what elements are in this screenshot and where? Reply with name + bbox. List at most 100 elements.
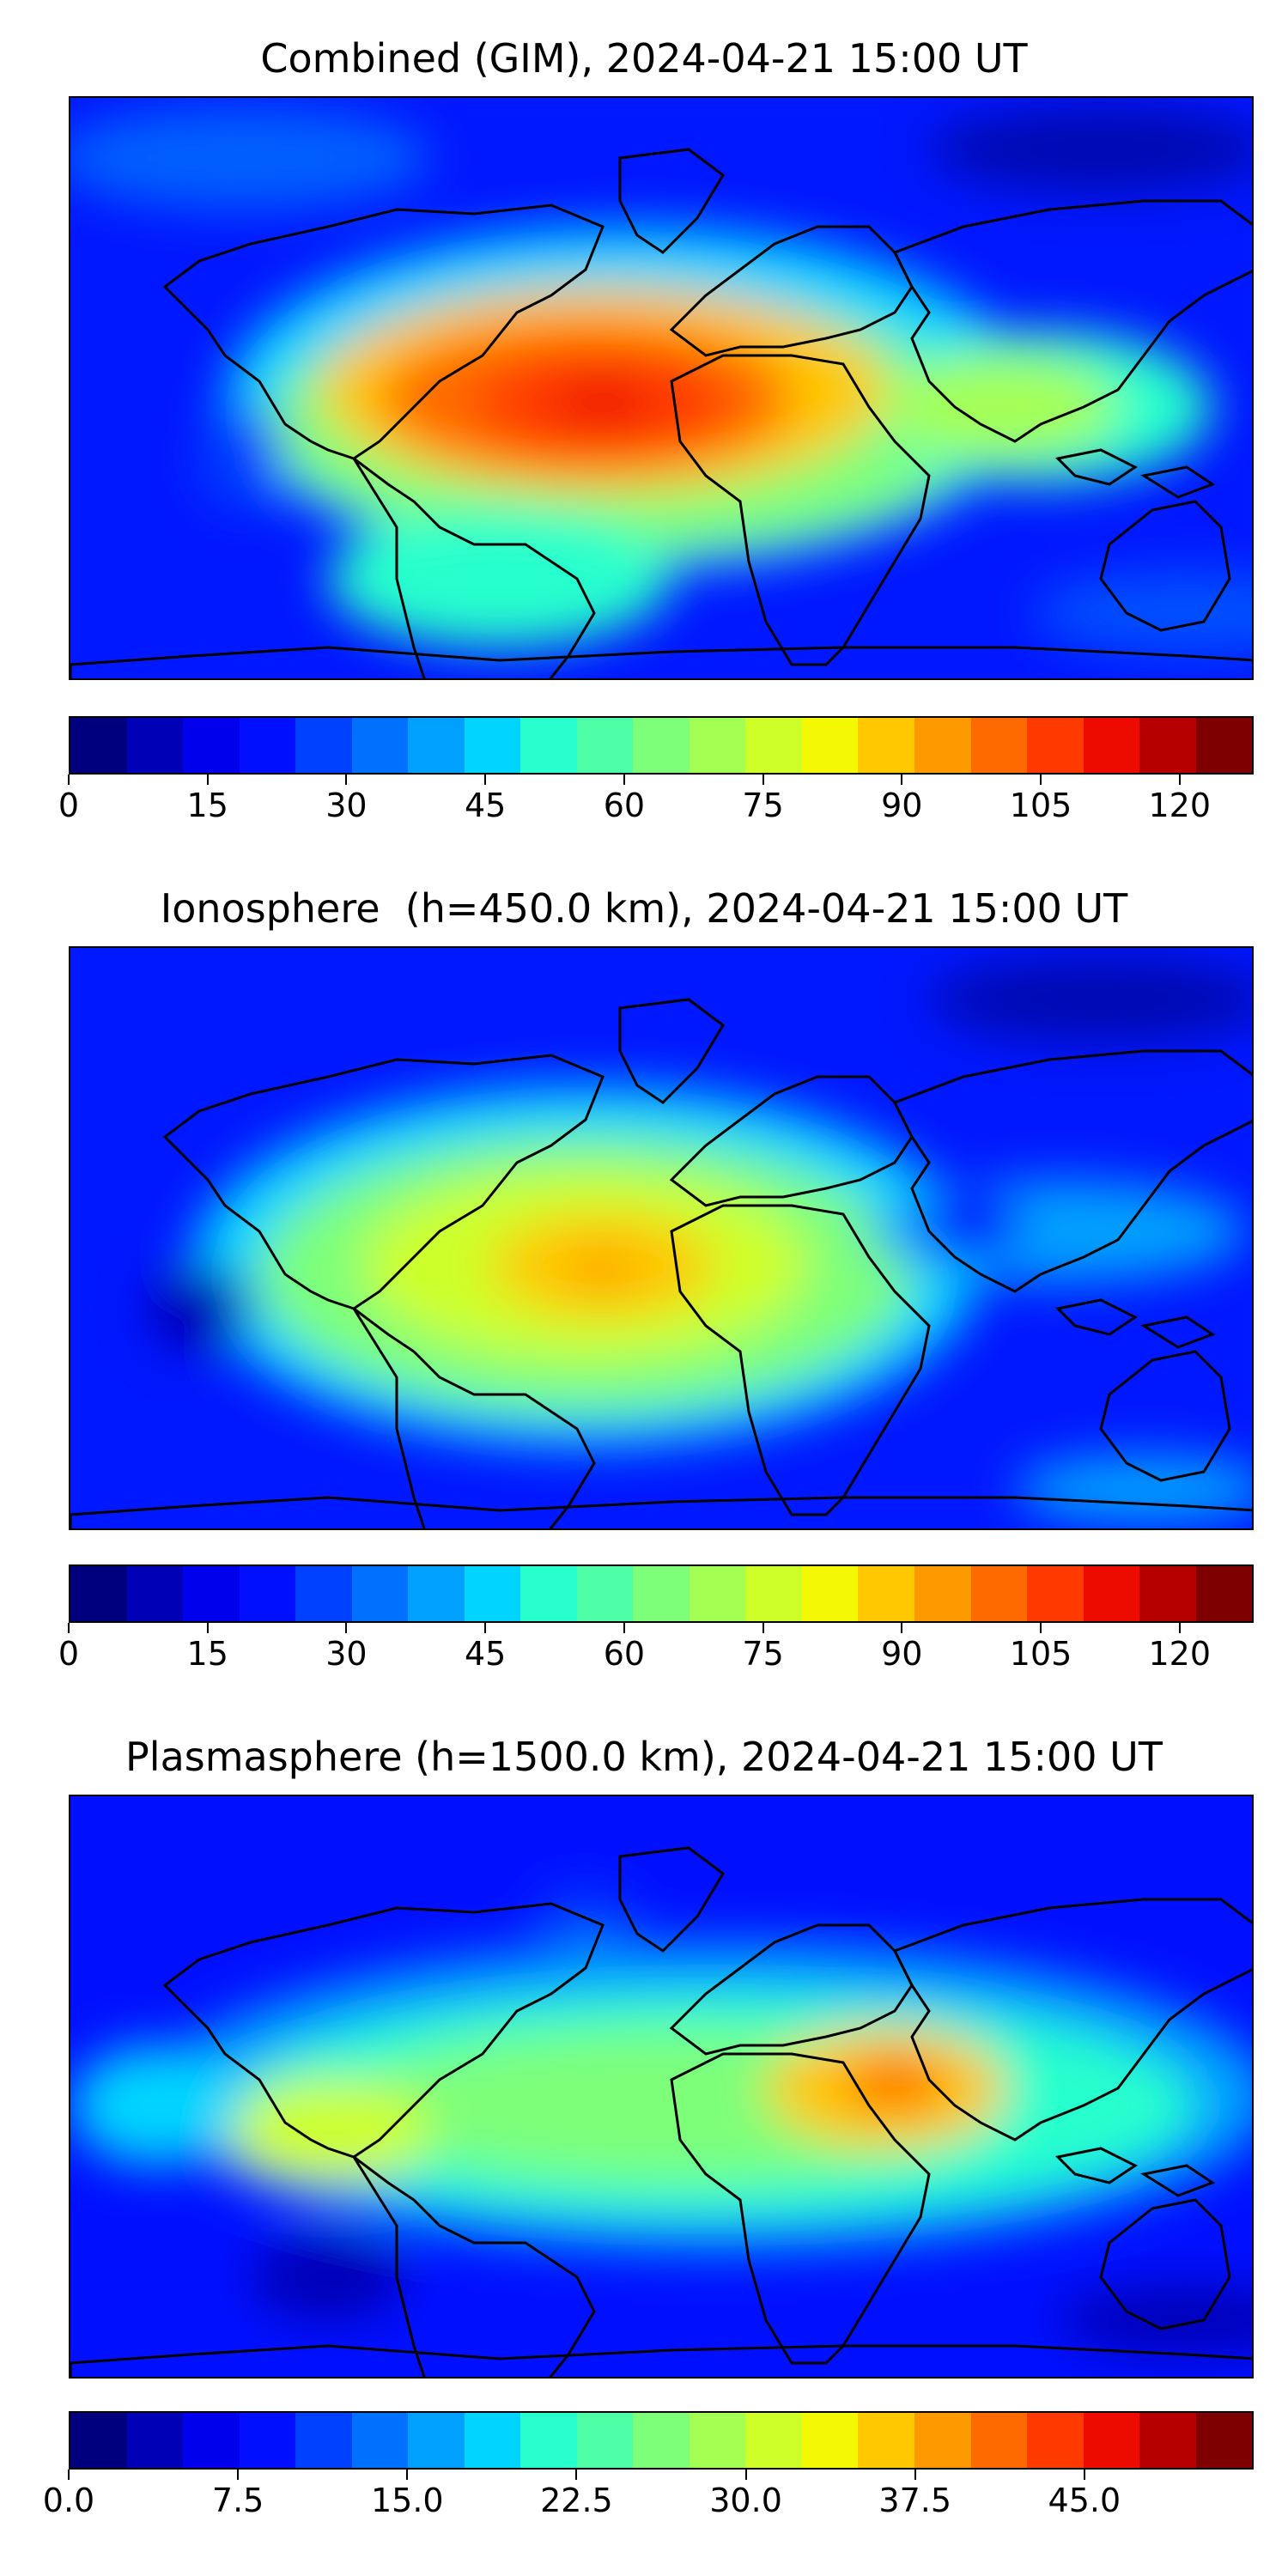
colorbar-segment [408, 718, 465, 773]
colorbar-tick-label: 7.5 [211, 2482, 264, 2519]
colorbar-segment [914, 2413, 971, 2468]
colorbar-segment [801, 718, 859, 773]
colorbar-segment [1083, 1566, 1140, 1621]
colorbar-segment [858, 718, 914, 773]
colorbar-segment [689, 1566, 746, 1621]
colorbar-tick [901, 775, 903, 785]
colorbar-segment [914, 718, 971, 773]
panel-title: Combined (GIM), 2024-04-21 15:00 UT [260, 35, 1028, 82]
colorbar-segment [1195, 2413, 1253, 2468]
colorbar-tick [623, 1623, 625, 1633]
colorbar-segment [633, 718, 690, 773]
colorbar-tick [68, 1623, 70, 1633]
colorbar-segment [1139, 1566, 1196, 1621]
colorbar-tick-label: 120 [1148, 787, 1212, 824]
colorbar-tick [623, 775, 625, 785]
colorbar-tick-label: 15.0 [370, 2482, 444, 2519]
colorbar-tick-label: 45 [464, 787, 507, 824]
colorbar-tick [406, 2470, 409, 2480]
colorbar-tick-label: 75 [742, 1635, 784, 1673]
colorbar-segment [295, 718, 352, 773]
colorbar-ticks: 0 15 30 45 60 75 90 105 120 [58, 1623, 1254, 1674]
colorbar-tick [901, 1623, 903, 1633]
colorbar-tick-label: 30 [325, 1635, 368, 1673]
colorbar-segment [126, 2413, 184, 2468]
tec-map [69, 946, 1254, 1530]
colorbar-segment [520, 2413, 577, 2468]
colorbar-tick-label: 120 [1148, 1635, 1212, 1673]
colorbar-tick-label: 105 [1009, 787, 1072, 824]
colorbar-segment [183, 1566, 240, 1621]
colorbar-segment [970, 2413, 1028, 2468]
colorbar-segment [183, 718, 240, 773]
colorbar-segment [70, 1566, 127, 1621]
colorbar-tick [762, 1623, 764, 1633]
tec-map [69, 96, 1254, 680]
colorbar-tick-label: 45 [464, 1635, 507, 1673]
colorbar-segment [745, 718, 802, 773]
colorbar-tick [1083, 2470, 1085, 2480]
colorbar-segment [745, 1566, 802, 1621]
colorbar-segment [970, 718, 1028, 773]
colorbar-segment [633, 2413, 690, 2468]
colorbar-tick [68, 775, 70, 785]
colorbar-segment [914, 1566, 971, 1621]
colorbar-segment [520, 718, 577, 773]
colorbar-tick-label: 30 [325, 787, 368, 824]
panel-title: Plasmasphere (h=1500.0 km), 2024-04-21 1… [125, 1734, 1163, 1780]
colorbar-segment [295, 2413, 352, 2468]
colorbar-segment [970, 1566, 1028, 1621]
map-contour-plot [70, 98, 1252, 678]
map-contour-plot [70, 948, 1252, 1528]
colorbar-segment [295, 1566, 352, 1621]
colorbar-segment [801, 2413, 859, 2468]
colorbar-segment [576, 718, 634, 773]
colorbar-segment [351, 1566, 409, 1621]
colorbar-segment [576, 2413, 634, 2468]
colorbar-segment [1139, 2413, 1196, 2468]
colorbar-tick [68, 2470, 70, 2480]
colorbar-tick [345, 775, 348, 785]
colorbar-segment [464, 1566, 521, 1621]
colorbar [69, 2411, 1254, 2470]
colorbar-tick-label: 30.0 [709, 2482, 782, 2519]
colorbar-tick [1040, 775, 1042, 785]
colorbar-tick-label: 90 [881, 787, 923, 824]
colorbar-ticks: 0 15 30 45 60 75 90 105 120 [58, 775, 1254, 826]
colorbar-segment [464, 2413, 521, 2468]
colorbar-segment [1139, 718, 1196, 773]
colorbar-tick [484, 775, 487, 785]
colorbar-segment [183, 2413, 240, 2468]
colorbar-tick-label: 37.5 [878, 2482, 952, 2519]
colorbar-tick-label: 90 [881, 1635, 923, 1673]
colorbar-tick [1178, 775, 1181, 785]
colorbar-segment [70, 2413, 127, 2468]
colorbar-segment [1027, 1566, 1084, 1621]
colorbar-tick-label: 60 [603, 1635, 646, 1673]
colorbar-segment [1083, 2413, 1140, 2468]
colorbar-segment [689, 2413, 746, 2468]
colorbar-ticks: 0.0 7.5 15.0 22.5 30.0 37.5 45.0 [43, 2470, 1254, 2521]
colorbar-tick-label: 15 [186, 1635, 228, 1673]
colorbar-segment [239, 2413, 296, 2468]
colorbar-tick-label: 15 [186, 787, 228, 824]
colorbar-segment [239, 1566, 296, 1621]
colorbar-tick-label: 0 [58, 787, 80, 824]
colorbar-segment [408, 1566, 465, 1621]
tec-map [69, 1795, 1254, 2379]
colorbar-tick [744, 2470, 747, 2480]
colorbar-segment [239, 718, 296, 773]
colorbar-segment [408, 2413, 465, 2468]
colorbar-segment [520, 1566, 577, 1621]
colorbar [69, 716, 1254, 775]
colorbar-segment [1027, 718, 1084, 773]
map-contour-plot [70, 1796, 1252, 2377]
colorbar-tick [206, 1623, 209, 1633]
colorbar-segment [633, 1566, 690, 1621]
colorbar-tick [1178, 1623, 1181, 1633]
colorbar-segment [1083, 718, 1140, 773]
colorbar-tick [914, 2470, 916, 2480]
colorbar-tick [345, 1623, 348, 1633]
colorbar-tick-label: 22.5 [540, 2482, 613, 2519]
colorbar-segment [1027, 2413, 1084, 2468]
